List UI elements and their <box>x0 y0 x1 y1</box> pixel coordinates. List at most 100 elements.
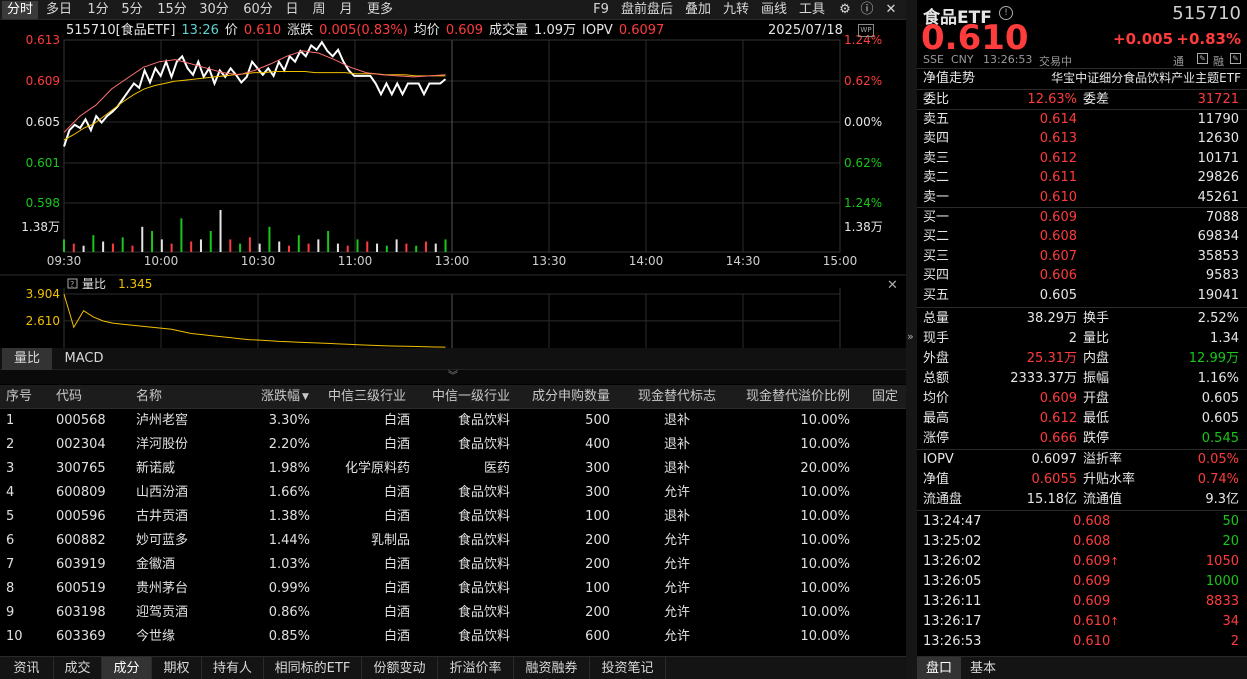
sort-desc-icon[interactable]: ▼ <box>302 392 309 402</box>
overlay-button[interactable]: 叠加 <box>684 2 711 17</box>
col-name[interactable]: 名称 <box>136 389 163 404</box>
tab-60min[interactable]: 60分 <box>243 2 273 17</box>
tab-30min[interactable]: 30分 <box>199 2 229 17</box>
collapse-handle[interactable]: ︾ <box>0 370 906 384</box>
tab-news[interactable]: 资讯 <box>0 657 54 679</box>
close-icon[interactable]: ✕ <box>885 2 897 17</box>
tab-5min[interactable]: 5分 <box>121 2 143 17</box>
table-row[interactable]: 9 603198 迎驾贡酒 0.86% 白酒 食品饮料 200 允许 10.00% <box>0 601 906 625</box>
ask-price[interactable]: 0.613 <box>1039 131 1077 147</box>
weibi-label: 委比 <box>923 92 950 107</box>
nine-turn-button[interactable]: 九转 <box>722 2 749 17</box>
cell-cash-premium: 10.00% <box>800 629 850 644</box>
help-icon[interactable] <box>67 278 78 289</box>
tab-month[interactable]: 月 <box>339 2 353 17</box>
tab-holders[interactable]: 持有人 <box>202 657 264 679</box>
col-change-pct[interactable]: 涨跌幅 <box>260 389 300 404</box>
table-row[interactable]: 6 600882 妙可蓝多 1.44% 乳制品 食品饮料 200 允许 10.00% <box>0 529 906 553</box>
stat-value: 0.545 <box>1201 431 1239 446</box>
weicha-label: 委差 <box>1083 92 1110 107</box>
cell-citic-l3: 白酒 <box>383 629 410 644</box>
col-index[interactable]: 序号 <box>6 389 33 404</box>
table-row[interactable]: 4 600809 山西汾酒 1.66% 白酒 食品饮料 300 允许 10.00% <box>0 481 906 505</box>
ask-price[interactable]: 0.612 <box>1039 150 1077 166</box>
col-fixed[interactable]: 固定 <box>872 389 899 404</box>
table-row[interactable]: 3 300765 新诺威 1.98% 化学原料药 医药 300 退补 20.00% <box>0 457 906 481</box>
bid-price[interactable]: 0.606 <box>1039 268 1077 284</box>
tick-time: 13:24:47 <box>923 514 982 529</box>
cell-citic-l3: 白酒 <box>383 509 410 524</box>
ask-label: 卖四 <box>923 131 950 147</box>
bid-price[interactable]: 0.609 <box>1039 210 1077 225</box>
bid-price[interactable]: 0.607 <box>1039 248 1077 264</box>
table-row[interactable]: 10 603369 今世缘 0.85% 白酒 食品饮料 600 允许 10.00% <box>0 625 906 649</box>
table-row[interactable]: 7 603919 金徽酒 1.03% 白酒 食品饮料 200 允许 10.00% <box>0 553 906 577</box>
collapse-arrow-icon[interactable]: » <box>907 330 914 343</box>
ask-label: 卖五 <box>923 112 950 127</box>
col-cash-premium[interactable]: 现金替代溢价比例 <box>745 389 850 404</box>
ask-price[interactable]: 0.611 <box>1039 170 1077 186</box>
bid-label: 买一 <box>923 210 950 225</box>
tab-order-book[interactable]: 盘口 <box>917 657 961 679</box>
nav-trend-link[interactable]: 净值走势 <box>923 71 976 86</box>
col-citic-l1[interactable]: 中信一级行业 <box>431 389 510 404</box>
cell-index: 1 <box>6 413 15 428</box>
bid-price[interactable]: 0.605 <box>1039 287 1077 303</box>
tab-notes[interactable]: 投资笔记 <box>590 657 666 679</box>
tab-15min[interactable]: 15分 <box>157 2 187 17</box>
col-cash-flag[interactable]: 现金替代标志 <box>637 389 716 404</box>
pre-post-market-button[interactable]: 盘前盘后 <box>620 2 673 17</box>
rong-tag: 融 <box>1213 55 1224 68</box>
tools-button[interactable]: 工具 <box>798 2 825 17</box>
col-sub-qty[interactable]: 成分申购数量 <box>531 389 610 404</box>
table-row[interactable]: 1 000568 泸州老窖 3.30% 白酒 食品饮料 500 退补 10.00% <box>0 409 906 433</box>
table-row[interactable]: 2 002304 洋河股份 2.20% 白酒 食品饮料 400 退补 10.00% <box>0 433 906 457</box>
intraday-chart[interactable]: 0.613 0.609 0.605 0.601 0.598 1.24% 0.62% 0.00%… <box>0 20 906 272</box>
edit-icon-2[interactable]: ✎ <box>1230 53 1241 64</box>
close-icon[interactable]: ✕ <box>887 278 898 293</box>
tab-macd[interactable]: MACD <box>64 351 104 366</box>
cell-citic-l1: 食品饮料 <box>457 629 510 644</box>
tick-volume: 20 <box>1222 534 1239 549</box>
bottom-tabs: 资讯 成交 成分 期权 持有人 相同标的ETF 份额变动 折溢价率 融资融券 投… <box>0 656 906 679</box>
f9-button[interactable]: F9 <box>593 2 609 17</box>
draw-line-button[interactable]: 画线 <box>760 2 787 17</box>
panel-splitter[interactable]: » <box>906 0 917 679</box>
col-code[interactable]: 代码 <box>56 389 83 404</box>
volume-ratio-chart[interactable]: 3.904 2.610? 量比 1.345 ✕ <box>0 274 906 348</box>
tab-more[interactable]: 更多 <box>366 2 393 17</box>
price-change: +0.005 <box>1113 30 1174 48</box>
tab-options[interactable]: 期权 <box>152 657 202 679</box>
ask-price[interactable]: 0.610 <box>1039 189 1077 205</box>
ask-price[interactable]: 0.614 <box>1039 112 1077 127</box>
tab-week[interactable]: 周 <box>312 2 326 17</box>
tab-basic[interactable]: 基本 <box>969 661 996 676</box>
info-icon[interactable]: ⓘ <box>860 2 874 17</box>
cell-cash-premium: 10.00% <box>800 413 850 428</box>
divider <box>917 89 1247 90</box>
table-row[interactable]: 8 600519 贵州茅台 0.99% 白酒 食品饮料 100 允许 10.00% <box>0 577 906 601</box>
tab-constituents[interactable]: 成分 <box>102 657 152 679</box>
edit-icon[interactable]: ✎ <box>1197 53 1208 64</box>
table-row[interactable]: 5 000596 古井贡酒 1.38% 白酒 食品饮料 100 退补 10.00% <box>0 505 906 529</box>
tab-volume-ratio[interactable]: 量比 <box>2 348 52 370</box>
bid-price[interactable]: 0.608 <box>1039 229 1077 245</box>
settings-icon[interactable]: ⚙ <box>839 2 851 17</box>
tab-same-underlying[interactable]: 相同标的ETF <box>264 657 362 679</box>
info-circle-icon[interactable]: ! <box>999 6 1013 20</box>
tab-trades[interactable]: 成交 <box>54 657 102 679</box>
tab-multiday[interactable]: 多日 <box>45 2 72 17</box>
tab-1min[interactable]: 1分 <box>87 2 109 17</box>
tab-intraday[interactable]: 分时 <box>2 1 38 19</box>
cell-cash-flag: 允许 <box>663 629 690 644</box>
col-citic-l3[interactable]: 中信三级行业 <box>327 389 406 404</box>
tab-day[interactable]: 日 <box>285 2 299 17</box>
avg-value: 0.609 <box>445 23 484 38</box>
tab-margin[interactable]: 融资融券 <box>514 657 590 679</box>
cell-name: 迎驾贡酒 <box>136 605 189 620</box>
cell-code: 000596 <box>56 509 106 524</box>
stat-label: 换手 <box>1083 311 1110 326</box>
wp-icon[interactable]: WP <box>858 24 874 37</box>
tab-share-change[interactable]: 份额变动 <box>362 657 438 679</box>
tab-premium-rate[interactable]: 折溢价率 <box>438 657 514 679</box>
